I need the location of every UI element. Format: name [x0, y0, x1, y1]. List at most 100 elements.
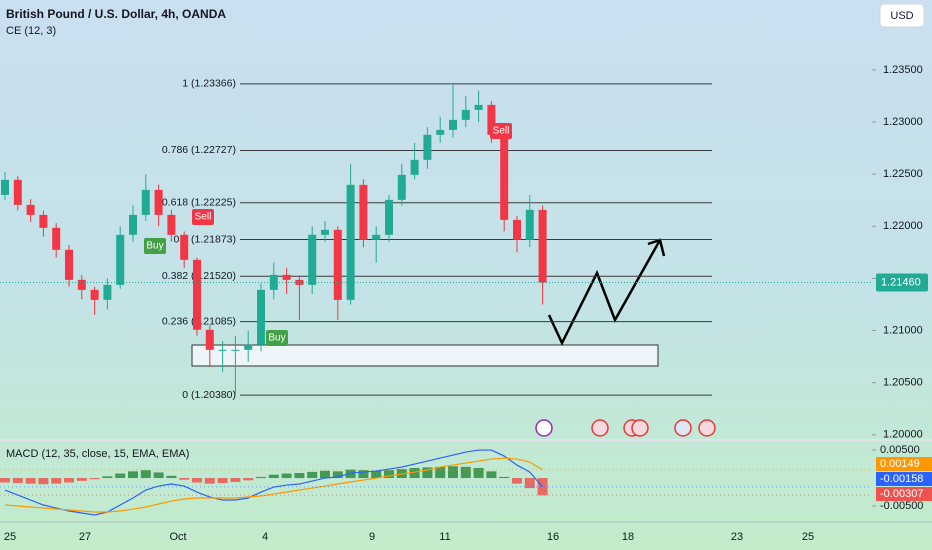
candle-body [500, 134, 509, 220]
fib-label: 0.5 (1.21873) [174, 233, 236, 245]
value-label: -0.00158 [880, 473, 923, 485]
demand-zone [191, 344, 659, 367]
histogram-bar [486, 471, 497, 479]
candle-body [218, 349, 227, 351]
histogram-bar [268, 474, 279, 479]
y-tick-label: 1.20500 [883, 377, 923, 389]
x-tick-label: 25 [802, 531, 814, 543]
macd-title: MACD (12, 35, close, 15, EMA, EMA) [6, 448, 189, 460]
histogram-bar [128, 471, 138, 479]
signal-box [490, 123, 512, 139]
histogram-bar [499, 476, 510, 479]
histogram-bar [281, 473, 292, 479]
event-icon[interactable] [674, 419, 692, 437]
symbol-title: British Pound / U.S. Dollar, 4h, OANDA [6, 7, 226, 21]
histogram-bar [435, 466, 446, 479]
histogram-bar [217, 478, 228, 484]
y-tick-label: -0.00500 [880, 500, 923, 512]
candle-body [77, 279, 86, 290]
event-icon[interactable] [535, 419, 553, 437]
currency-button[interactable] [879, 3, 925, 28]
candle-body [372, 234, 381, 240]
histogram-bar [12, 478, 23, 484]
histogram-bar [179, 478, 190, 480]
y-tick-label: 1.23500 [883, 64, 923, 76]
event-icons [535, 419, 716, 437]
candle-body [308, 234, 317, 285]
value-label: -0.00307 [880, 488, 923, 500]
candle-body [129, 214, 137, 235]
histogram-bar [115, 473, 126, 479]
x-tick-label: 27 [79, 531, 91, 543]
candle-body [513, 219, 521, 240]
candle-body [474, 104, 483, 110]
histogram-bar [76, 478, 87, 481]
histogram-bar [460, 466, 471, 479]
value-box [876, 487, 932, 501]
candle-body [154, 189, 163, 215]
candle-body [295, 279, 304, 285]
event-icon[interactable] [591, 419, 609, 437]
histogram-bar [204, 478, 215, 484]
candle-body [39, 214, 48, 228]
signal-box [192, 209, 214, 225]
fib-label: 0 (1.20380) [182, 389, 236, 401]
x-tick-label: Oct [169, 531, 186, 543]
fib-label: 0.618 (1.22225) [162, 197, 236, 209]
histogram-bar [166, 475, 177, 479]
candle-body [26, 204, 35, 215]
histogram-bar [38, 478, 49, 485]
signal-label: Sell [195, 212, 212, 223]
x-tick-label: 4 [262, 531, 268, 543]
candle-body [13, 179, 22, 205]
candle-body [1, 179, 9, 195]
candle-body [397, 174, 406, 200]
fib-label: 0.786 (1.22727) [162, 144, 236, 156]
histogram-bar [256, 476, 266, 479]
projection-arrowhead [647, 238, 666, 257]
last-price-label: 1.21460 [881, 276, 921, 288]
histogram-bar [371, 470, 382, 479]
x-tick-label: 25 [4, 531, 16, 543]
last-price-box [876, 273, 928, 292]
histogram-bar [243, 478, 254, 481]
candle-body [525, 209, 534, 240]
histogram-bar [0, 478, 10, 483]
x-tick-label: 11 [439, 531, 450, 543]
signal-label: Buy [268, 333, 285, 344]
candle-body [52, 227, 61, 250]
histogram-bar [230, 478, 241, 482]
candle-body [461, 109, 470, 120]
y-tick-label: 1.22000 [883, 220, 923, 232]
histogram-bar [51, 478, 62, 484]
x-tick-label: 9 [369, 531, 375, 543]
candle-body [193, 259, 201, 330]
candle-body [538, 209, 547, 283]
x-tick-label: 16 [547, 531, 559, 543]
y-tick-label: 1.23000 [883, 116, 923, 128]
candle-body [103, 284, 112, 300]
histogram-bar [153, 472, 164, 479]
histogram-bar [512, 478, 522, 484]
histogram-bar [345, 469, 356, 479]
candle-body [385, 199, 393, 235]
candle-body [90, 289, 99, 300]
candle-body [244, 344, 253, 350]
candle-body [410, 159, 419, 175]
signal-label: Sell [493, 126, 510, 137]
candle-body [449, 119, 457, 130]
candle-body [321, 229, 329, 235]
histogram-bar [192, 478, 202, 483]
event-icon[interactable] [631, 419, 649, 437]
histogram-bar [64, 478, 74, 483]
histogram-bar [422, 467, 433, 479]
candle-body [116, 234, 125, 285]
signal-label: Buy [146, 241, 163, 252]
histogram-bar [89, 478, 100, 480]
event-icon[interactable] [698, 419, 716, 437]
histogram-bar [448, 466, 458, 479]
histogram-bar [294, 473, 305, 479]
candle-body [65, 249, 73, 280]
currency-label: USD [890, 10, 913, 22]
